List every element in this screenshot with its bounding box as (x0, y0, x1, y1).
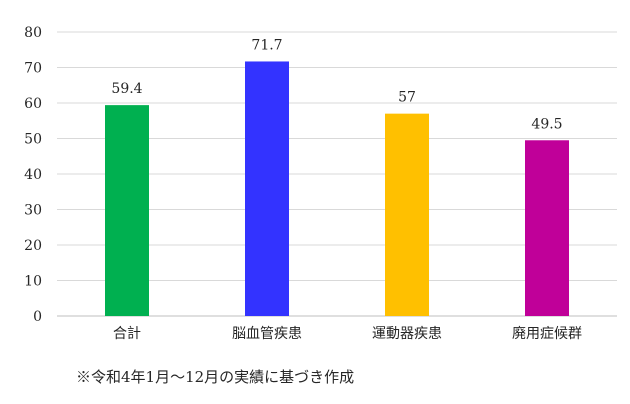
category-label-1: 合計 (113, 326, 141, 342)
y-tick-label-40: 40 (24, 167, 42, 183)
bar-2 (245, 61, 289, 317)
y-tick-label-70: 70 (24, 61, 42, 77)
data-label-3: 57 (398, 90, 416, 106)
bars (105, 61, 569, 317)
data-labels: 59.4 71.7 57 49.5 (111, 37, 562, 132)
category-label-3: 運動器疾患 (372, 326, 442, 342)
bar-3 (385, 113, 429, 317)
data-label-2: 71.7 (251, 37, 282, 53)
footnote-text: ※令和4年1月～12月の実績に基づき作成 (76, 368, 355, 386)
y-tick-label-50: 50 (24, 132, 42, 148)
x-axis-category-labels: 合計 脳血管疾患 運動器疾患 廃用症候群 (113, 325, 582, 342)
y-tick-label-0: 0 (33, 309, 42, 325)
category-label-4: 廃用症候群 (512, 325, 582, 342)
bar-4 (525, 140, 569, 316)
y-tick-label-30: 30 (24, 203, 42, 219)
y-tick-label-60: 60 (24, 96, 42, 112)
y-tick-label-20: 20 (24, 238, 42, 254)
gridlines (57, 31, 617, 317)
data-label-1: 59.4 (111, 81, 142, 97)
bar-1 (105, 105, 149, 316)
y-tick-label-80: 80 (24, 25, 42, 41)
y-tick-label-10: 10 (24, 274, 42, 290)
y-axis-tick-labels: 0 10 20 30 40 50 60 70 80 (24, 25, 42, 325)
data-label-4: 49.5 (531, 116, 562, 132)
category-label-2: 脳血管疾患 (232, 326, 302, 342)
